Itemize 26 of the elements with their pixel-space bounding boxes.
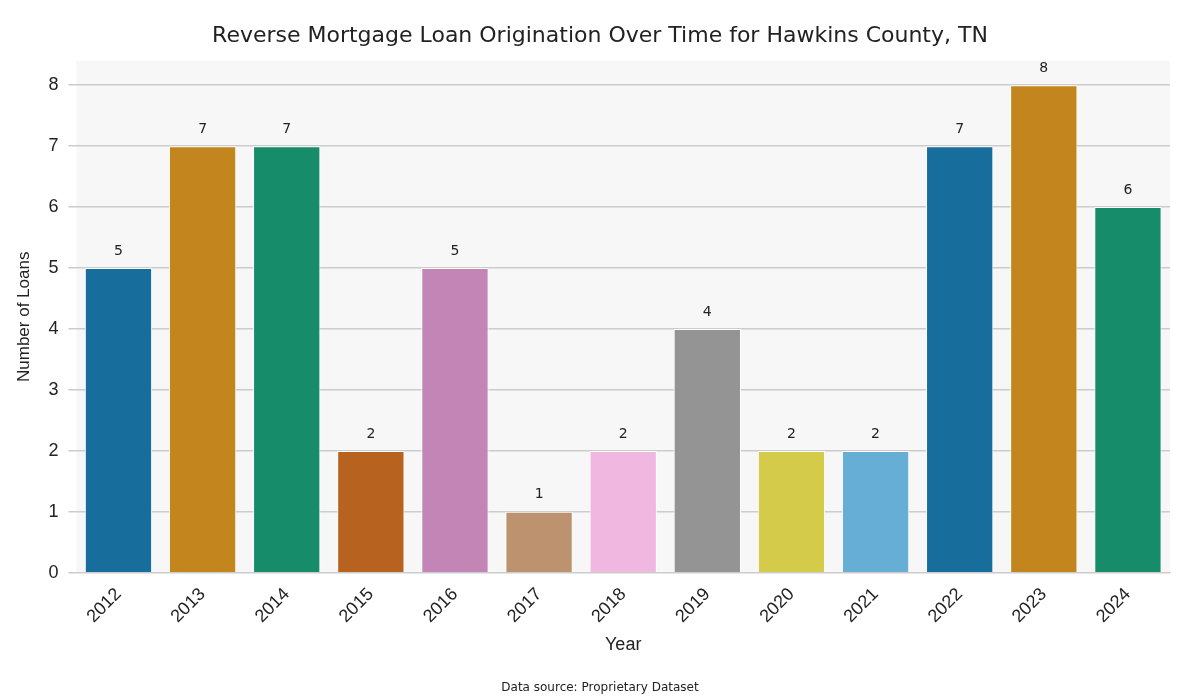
data-label: 7: [198, 119, 208, 136]
source-note: Data source: Proprietary Dataset: [500, 680, 700, 694]
data-label: 5: [114, 241, 123, 258]
data-label: 4: [702, 302, 712, 319]
data-label: 1: [534, 485, 544, 502]
data-label: 7: [282, 119, 292, 136]
y-tick-label: 7: [48, 135, 59, 156]
y-tick-label: 6: [48, 196, 59, 217]
y-tick-label: 2: [48, 439, 59, 460]
data-label: 2: [786, 424, 796, 441]
data-label: 8: [1039, 58, 1049, 75]
y-tick-label: 1: [48, 500, 59, 521]
y-tick-label: 5: [48, 257, 59, 278]
data-label: 7: [955, 119, 965, 136]
y-tick-label: 4: [48, 317, 59, 338]
data-label: 2: [871, 424, 881, 441]
data-label: 2: [366, 424, 376, 441]
y-tick-label: 8: [48, 74, 59, 95]
y-tick-label: 0: [48, 561, 59, 582]
y-tick-label: 3: [48, 378, 59, 399]
chart-title: Reverse Mortgage Loan Origination Over Time for Hawkins County, TN: [211, 22, 989, 47]
data-label: 5: [450, 241, 460, 258]
x-axis-title: Year: [605, 634, 642, 655]
data-label: 2: [618, 424, 628, 441]
data-label: 6: [1123, 180, 1133, 197]
y-axis-title: Number of Loans: [13, 251, 33, 383]
